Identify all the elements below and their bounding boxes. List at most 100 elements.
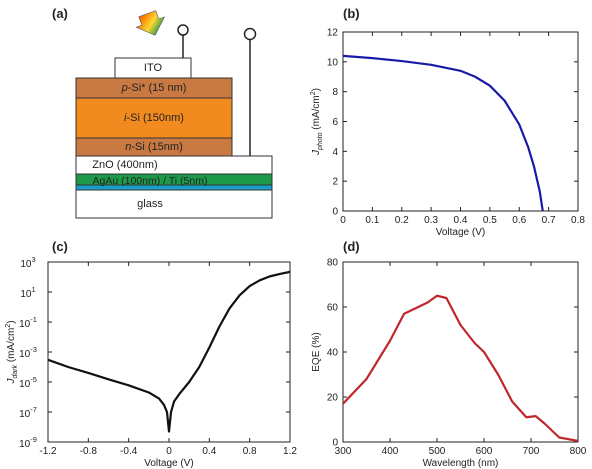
layer-label: ZnO (400nm)	[92, 159, 157, 171]
x-tick-label: 0.3	[424, 215, 438, 226]
glass-layer	[75, 189, 273, 219]
tick-exponent: -3	[30, 345, 37, 354]
layer-label: i-Si (150nm)	[124, 112, 184, 124]
x-tick-label: -1.2	[39, 446, 57, 457]
y-axis-label: Jdark (mA/cm2)	[5, 320, 19, 384]
x-tick-label: 0.5	[483, 215, 497, 226]
y-label-part: photo	[317, 132, 324, 151]
x-tick-label: 0.2	[395, 215, 409, 226]
tick-base: 10	[19, 349, 31, 360]
y-tick-label: 6	[332, 117, 338, 128]
tick-exponent: -1	[30, 315, 37, 324]
contact	[243, 27, 257, 41]
x-tick-label: 300	[335, 446, 352, 457]
panel-label: (a)	[52, 6, 68, 21]
plot-area	[343, 294, 578, 442]
layer-label: p-Si* (15 nm)	[121, 82, 187, 94]
x-axis-label: Voltage (V)	[144, 458, 193, 469]
light-arrow	[135, 10, 166, 36]
panel-label: (c)	[52, 239, 68, 254]
tick-base: 10	[20, 289, 32, 300]
x-axis-label: Wavelength (nm)	[423, 458, 499, 469]
i-si-layer	[75, 97, 233, 139]
layer-prefix: i	[124, 112, 127, 124]
plot-frame	[342, 261, 579, 443]
x-tick-label: 0.1	[365, 215, 379, 226]
chart-panel: (c)-1.2 -0.8 -0.4 0 0.4 0.8 1.210-910-710-510-…	[5, 239, 297, 469]
data-line	[343, 54, 544, 211]
plot-area	[343, 54, 544, 211]
y-tick-label: 10-7	[19, 405, 37, 420]
panel-label: (b)	[343, 6, 360, 21]
y-tick-label: 4	[332, 147, 338, 158]
tick-base: 10	[19, 439, 31, 450]
layer-prefix: p	[121, 82, 128, 94]
layer-name: -Si (150nm)	[126, 112, 183, 124]
layer-name: -Si (15nm)	[131, 141, 182, 153]
tick-exponent: -9	[30, 435, 37, 444]
y-tick-label: 0	[332, 207, 338, 218]
y-label-part: (mA/cm	[311, 95, 322, 132]
x-tick-label: 0	[166, 446, 172, 457]
y-tick-label: 12	[327, 28, 339, 39]
tick-exponent: -7	[30, 405, 37, 414]
x-tick-label: 0.8	[571, 215, 585, 226]
y-tick-label: 103	[20, 255, 35, 270]
tick-base: 10	[20, 259, 32, 270]
x-tick-label: 0.4	[202, 446, 216, 457]
y-tick-label: 10-5	[19, 375, 37, 390]
x-axis-label: Voltage (V)	[436, 227, 485, 238]
y-axis-label: EQE (%)	[311, 332, 322, 371]
y-tick-label: 101	[20, 285, 35, 300]
y-label-part: dark	[12, 364, 19, 378]
y-tick-label: 10-3	[19, 345, 37, 360]
y-tick-label: 8	[332, 87, 338, 98]
layer-prefix: n	[125, 141, 131, 153]
x-tick-label: 600	[476, 446, 493, 457]
data-line	[343, 294, 578, 442]
plot-frame	[47, 261, 291, 443]
tick-exponent: -5	[30, 375, 37, 384]
y-tick-label: 2	[332, 177, 338, 188]
y-label-part: )	[6, 320, 17, 323]
y-label-part: 2	[5, 324, 12, 328]
tick-exponent: 1	[31, 285, 35, 294]
layer-name: -Si* (15 nm)	[128, 82, 187, 94]
y-tick-label: 60	[327, 303, 339, 314]
tick-base: 10	[19, 379, 31, 390]
layer-label: glass	[137, 198, 163, 210]
x-tick-label: 700	[523, 446, 540, 457]
y-tick-label: 0	[332, 438, 338, 449]
x-tick-label: 0	[340, 215, 346, 226]
y-tick-label: 40	[327, 348, 339, 359]
x-tick-label: 0.8	[243, 446, 257, 457]
panel-a: (a) ITO p-Si* (15 nm)i-Si (150nm)n-Si (1…	[52, 6, 273, 219]
x-tick-label: 500	[429, 446, 446, 457]
x-tick-label: 400	[382, 446, 399, 457]
chart-panel: (b) 0 0.1 0.2 0.3 0.4 0.5 0.6 0.7 0.8 0 2 4 6 8 10 12 Vol…	[310, 6, 585, 238]
contact	[177, 24, 189, 36]
y-tick-label: 20	[327, 393, 339, 404]
y-label-part: )	[311, 88, 322, 91]
y-tick-label: 10	[327, 57, 339, 68]
x-tick-label: 0.7	[542, 215, 556, 226]
plot-area	[48, 270, 290, 433]
chart-panel: (d) 300 400 500 600 700 800 0 20 40 60 80 Wavelength…	[311, 239, 587, 469]
tick-exponent: 3	[31, 255, 35, 264]
x-tick-label: -0.4	[120, 446, 138, 457]
y-axis-label: Jphoto (mA/cm2)	[310, 88, 324, 156]
x-tick-label: 0.6	[512, 215, 526, 226]
layer-label: ITO	[144, 62, 163, 74]
y-label-part: J	[6, 378, 17, 385]
panel-label: (d)	[343, 239, 360, 254]
y-tick-label: 10-1	[19, 315, 37, 330]
data-line	[48, 270, 290, 433]
x-tick-label: 0.4	[454, 215, 468, 226]
x-tick-label: -0.8	[80, 446, 98, 457]
x-tick-label: 1.2	[283, 446, 297, 457]
layer-label: AgAu (100nm) / Ti (5nm)	[93, 175, 208, 187]
y-label-part: (mA/cm	[6, 328, 17, 365]
y-tick-label: 10-9	[19, 435, 37, 450]
x-tick-label: 800	[570, 446, 587, 457]
